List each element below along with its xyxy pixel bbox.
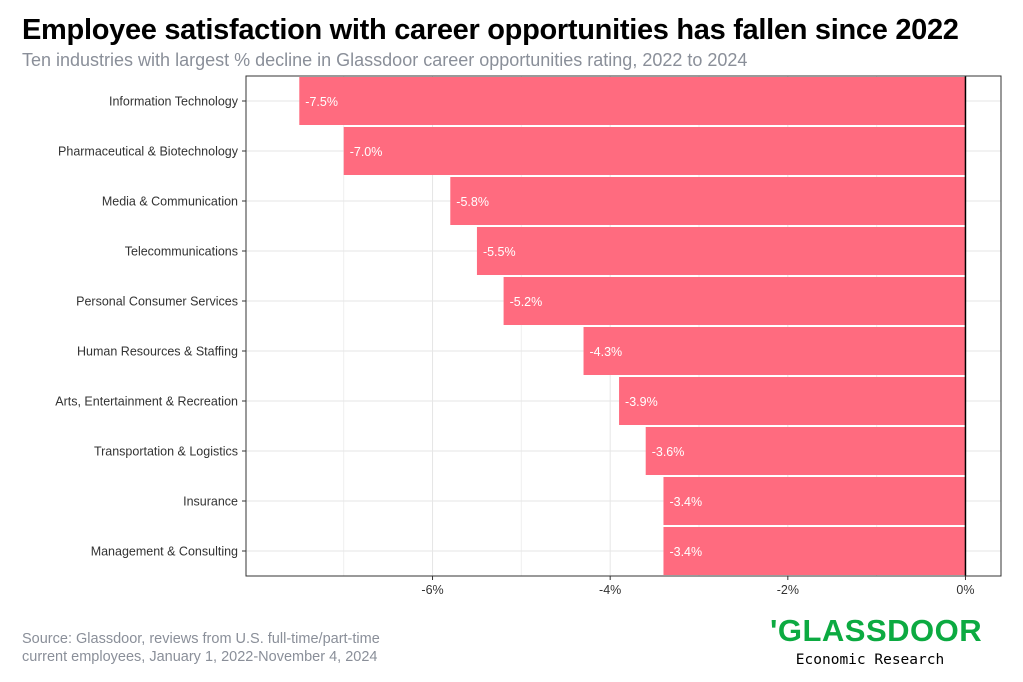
bar-0 xyxy=(299,77,966,125)
source-line-1: Source: Glassdoor, reviews from U.S. ful… xyxy=(22,631,380,647)
category-label-8: Insurance xyxy=(183,495,238,509)
chart-subtitle: Ten industries with largest % decline in… xyxy=(22,50,748,70)
x-tick-label-1: -4% xyxy=(599,583,621,597)
category-label-4: Personal Consumer Services xyxy=(76,295,238,309)
bar-4 xyxy=(503,277,966,325)
x-tick-label-3: 0% xyxy=(956,583,974,597)
x-tick-label-0: -6% xyxy=(421,583,443,597)
category-label-7: Transportation & Logistics xyxy=(94,445,238,459)
source-line-2: current employees, January 1, 2022-Novem… xyxy=(22,649,378,665)
data-label-0: -7.5% xyxy=(305,95,338,109)
category-label-0: Information Technology xyxy=(109,95,239,109)
bar-8 xyxy=(663,477,966,525)
plot-border xyxy=(245,75,1002,577)
bar-9 xyxy=(663,527,966,575)
bar-6 xyxy=(619,377,966,425)
logo-subtitle: Economic Research xyxy=(795,652,945,668)
data-label-5: -4.3% xyxy=(590,345,623,359)
category-label-5: Human Resources & Staffing xyxy=(77,345,238,359)
data-label-7: -3.6% xyxy=(652,445,685,459)
category-label-6: Arts, Entertainment & Recreation xyxy=(55,395,238,409)
bar-2 xyxy=(450,177,966,225)
chart-title: Employee satisfaction with career opport… xyxy=(22,14,959,46)
data-label-8: -3.4% xyxy=(669,495,702,509)
logo-wordmark: 'GLASSDOOR xyxy=(770,613,983,648)
category-label-9: Management & Consulting xyxy=(91,545,238,559)
source-note: Source: Glassdoor, reviews from U.S. ful… xyxy=(22,630,442,666)
data-label-4: -5.2% xyxy=(510,295,543,309)
data-label-3: -5.5% xyxy=(483,245,516,259)
bar-1 xyxy=(343,127,966,175)
data-label-6: -3.9% xyxy=(625,395,658,409)
bar-3 xyxy=(476,227,966,275)
bar-5 xyxy=(583,327,966,375)
bar-7 xyxy=(645,427,966,475)
data-label-9: -3.4% xyxy=(669,545,702,559)
category-label-3: Telecommunications xyxy=(125,245,238,259)
category-label-1: Pharmaceutical & Biotechnology xyxy=(58,145,239,159)
bar-chart: -7.5% Information Technology -7.0% Pharmace… xyxy=(55,75,1002,597)
data-label-2: -5.8% xyxy=(456,195,489,209)
x-tick-label-2: -2% xyxy=(777,583,799,597)
data-label-1: -7.0% xyxy=(350,145,383,159)
category-label-2: Media & Communication xyxy=(102,195,238,209)
glassdoor-logo: 'GLASSDOOR Economic Research xyxy=(770,613,983,669)
